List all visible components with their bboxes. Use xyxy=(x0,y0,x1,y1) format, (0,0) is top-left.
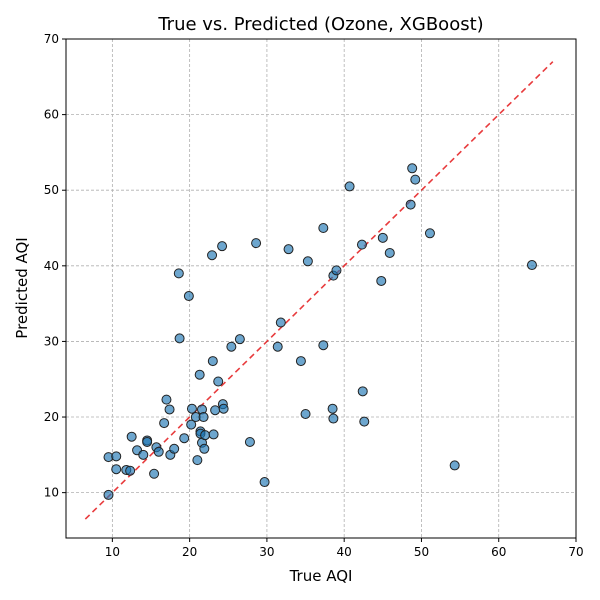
data-point xyxy=(207,356,218,367)
data-point xyxy=(449,460,460,471)
data-point xyxy=(300,409,311,420)
x-tick-label: 50 xyxy=(414,545,429,559)
data-point xyxy=(174,333,185,344)
data-point xyxy=(192,455,203,466)
data-point xyxy=(405,199,416,210)
y-tick-label: 60 xyxy=(44,108,59,122)
data-point xyxy=(142,436,153,447)
y-axis-label: Predicted AQI xyxy=(13,237,31,338)
data-point xyxy=(376,275,387,286)
data-point xyxy=(183,291,194,302)
identity-reference-line xyxy=(84,61,554,520)
data-point xyxy=(125,465,136,476)
x-tick-label: 60 xyxy=(491,545,506,559)
y-tick-label: 10 xyxy=(44,486,59,500)
x-axis-label: True AQI xyxy=(289,567,353,585)
data-point xyxy=(295,356,306,367)
data-point xyxy=(302,256,313,267)
y-tick-label: 50 xyxy=(44,183,59,197)
data-point xyxy=(272,341,283,352)
data-point xyxy=(210,405,221,416)
data-point xyxy=(200,430,211,441)
data-point xyxy=(199,443,210,454)
y-tick-label: 20 xyxy=(44,410,59,424)
data-point xyxy=(111,464,122,475)
data-point xyxy=(384,247,395,258)
data-point xyxy=(226,341,237,352)
data-point xyxy=(344,181,355,192)
y-tick-label: 30 xyxy=(44,334,59,348)
data-point xyxy=(198,412,209,423)
data-point xyxy=(207,250,218,261)
data-point xyxy=(217,241,228,252)
data-point xyxy=(357,386,368,397)
data-point xyxy=(318,340,329,351)
data-point xyxy=(356,239,367,250)
data-point xyxy=(318,223,329,234)
data-point xyxy=(159,418,170,429)
y-tick-label: 70 xyxy=(44,32,59,46)
data-point xyxy=(526,260,537,271)
data-point xyxy=(359,416,370,427)
data-point xyxy=(259,477,270,488)
y-tick-label: 40 xyxy=(44,259,59,273)
data-point xyxy=(424,228,435,239)
data-point xyxy=(331,265,342,276)
data-point xyxy=(173,268,184,279)
data-point xyxy=(153,446,164,457)
x-tick-label: 70 xyxy=(568,545,583,559)
data-point xyxy=(327,403,338,414)
x-tick-label: 40 xyxy=(337,545,352,559)
plot-frame xyxy=(65,38,577,539)
data-point xyxy=(186,419,197,430)
x-axis-ticks: 10 20 30 40 50 60 70 xyxy=(105,538,584,559)
data-points xyxy=(103,163,537,500)
data-point xyxy=(126,431,137,442)
data-point xyxy=(410,174,421,185)
data-point xyxy=(218,403,229,414)
data-point xyxy=(103,489,114,500)
data-point xyxy=(149,468,160,479)
data-point xyxy=(179,433,190,444)
data-point xyxy=(377,232,388,243)
data-point xyxy=(244,436,255,447)
y-axis-ticks: 10 20 30 40 50 60 70 xyxy=(44,32,66,500)
data-point xyxy=(275,317,286,328)
x-tick-label: 30 xyxy=(259,545,274,559)
data-point xyxy=(208,429,219,440)
data-point xyxy=(186,403,197,414)
chart-title: True vs. Predicted (Ozone, XGBoost) xyxy=(157,14,483,35)
data-point xyxy=(407,163,418,174)
data-point xyxy=(138,449,149,460)
data-point xyxy=(164,404,175,415)
data-point xyxy=(194,369,205,380)
data-point xyxy=(234,334,245,345)
data-point xyxy=(251,238,262,249)
data-point xyxy=(161,394,172,405)
reference-line-layer xyxy=(84,61,554,520)
x-tick-label: 10 xyxy=(105,545,120,559)
data-point xyxy=(111,451,122,462)
data-point xyxy=(328,413,339,424)
data-point xyxy=(213,376,224,387)
data-point xyxy=(283,244,294,255)
x-tick-label: 20 xyxy=(182,545,197,559)
data-point xyxy=(169,443,180,454)
